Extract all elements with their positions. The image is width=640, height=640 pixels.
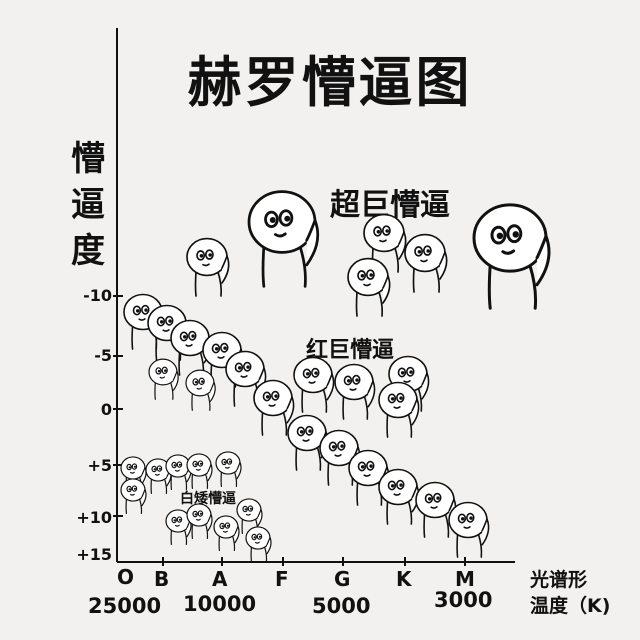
y-tick-+5: +5 bbox=[87, 456, 112, 475]
figure-red-giant-6 bbox=[185, 369, 216, 411]
figures bbox=[120, 190, 551, 562]
figure-main-sequence-5 bbox=[225, 350, 267, 407]
x-class-A: A bbox=[212, 567, 228, 591]
x-class-K: K bbox=[396, 567, 412, 591]
y-tick-0: 0 bbox=[100, 400, 112, 419]
x-class-G: G bbox=[334, 567, 351, 591]
figure-main-sequence-12 bbox=[448, 501, 490, 558]
y-axis-label-text: 懵逼度 bbox=[71, 139, 105, 271]
axes bbox=[113, 28, 515, 566]
figure-white-dwarf-3 bbox=[165, 454, 192, 490]
figure-red-giant-4 bbox=[378, 381, 420, 438]
x-temp-5000: 5000 bbox=[312, 594, 371, 618]
figure-supergiant-1 bbox=[247, 190, 320, 288]
figure-red-giant-1 bbox=[293, 356, 335, 413]
x-class-M: M bbox=[455, 567, 475, 591]
figure-white-dwarf-4 bbox=[186, 453, 213, 489]
figure-main-sequence-8 bbox=[319, 429, 361, 486]
figure-white-dwarf-7 bbox=[236, 498, 263, 534]
figure-main-sequence-11 bbox=[415, 481, 457, 538]
figure-main-sequence-6 bbox=[253, 379, 295, 436]
x-class-F: F bbox=[275, 567, 289, 591]
figure-white-dwarf-10 bbox=[213, 515, 240, 551]
figure-supergiant-6 bbox=[347, 257, 391, 317]
figure-white-dwarf-5 bbox=[215, 451, 242, 487]
figure-supergiant-4 bbox=[363, 213, 407, 273]
y-tick--5: -5 bbox=[94, 346, 112, 365]
y-axis-label: 懵逼度 bbox=[68, 136, 108, 274]
y-tick--10: -10 bbox=[83, 286, 112, 305]
figure-white-dwarf-9 bbox=[186, 503, 213, 539]
y-tick-+15: +15 bbox=[76, 545, 112, 564]
figure-red-giant-2 bbox=[334, 363, 376, 420]
figure-main-sequence-10 bbox=[378, 468, 420, 525]
figure-red-giant-5 bbox=[148, 358, 179, 400]
x-temp-3000: 3000 bbox=[434, 588, 493, 612]
page-title: 赫罗懵逼图 bbox=[187, 51, 473, 114]
figure-supergiant-3 bbox=[186, 237, 230, 297]
x-class-B: B bbox=[154, 567, 170, 591]
x-unit-label-line1: 光谱形 bbox=[530, 569, 588, 591]
x-unit-label-line2: 温度（K) bbox=[530, 595, 611, 617]
figure-supergiant-5 bbox=[404, 233, 448, 293]
x-class-O: O bbox=[117, 565, 135, 589]
y-tick-+10: +10 bbox=[76, 508, 112, 527]
figure-supergiant-2 bbox=[472, 203, 551, 310]
x-temp-10000: 10000 bbox=[183, 592, 257, 616]
figure-white-dwarf-6 bbox=[120, 478, 147, 514]
x-temp-25000: 25000 bbox=[88, 594, 162, 618]
figure-white-dwarf-11 bbox=[245, 526, 272, 562]
group-label-white-dwarfs: 白矮懵逼 bbox=[180, 491, 236, 507]
